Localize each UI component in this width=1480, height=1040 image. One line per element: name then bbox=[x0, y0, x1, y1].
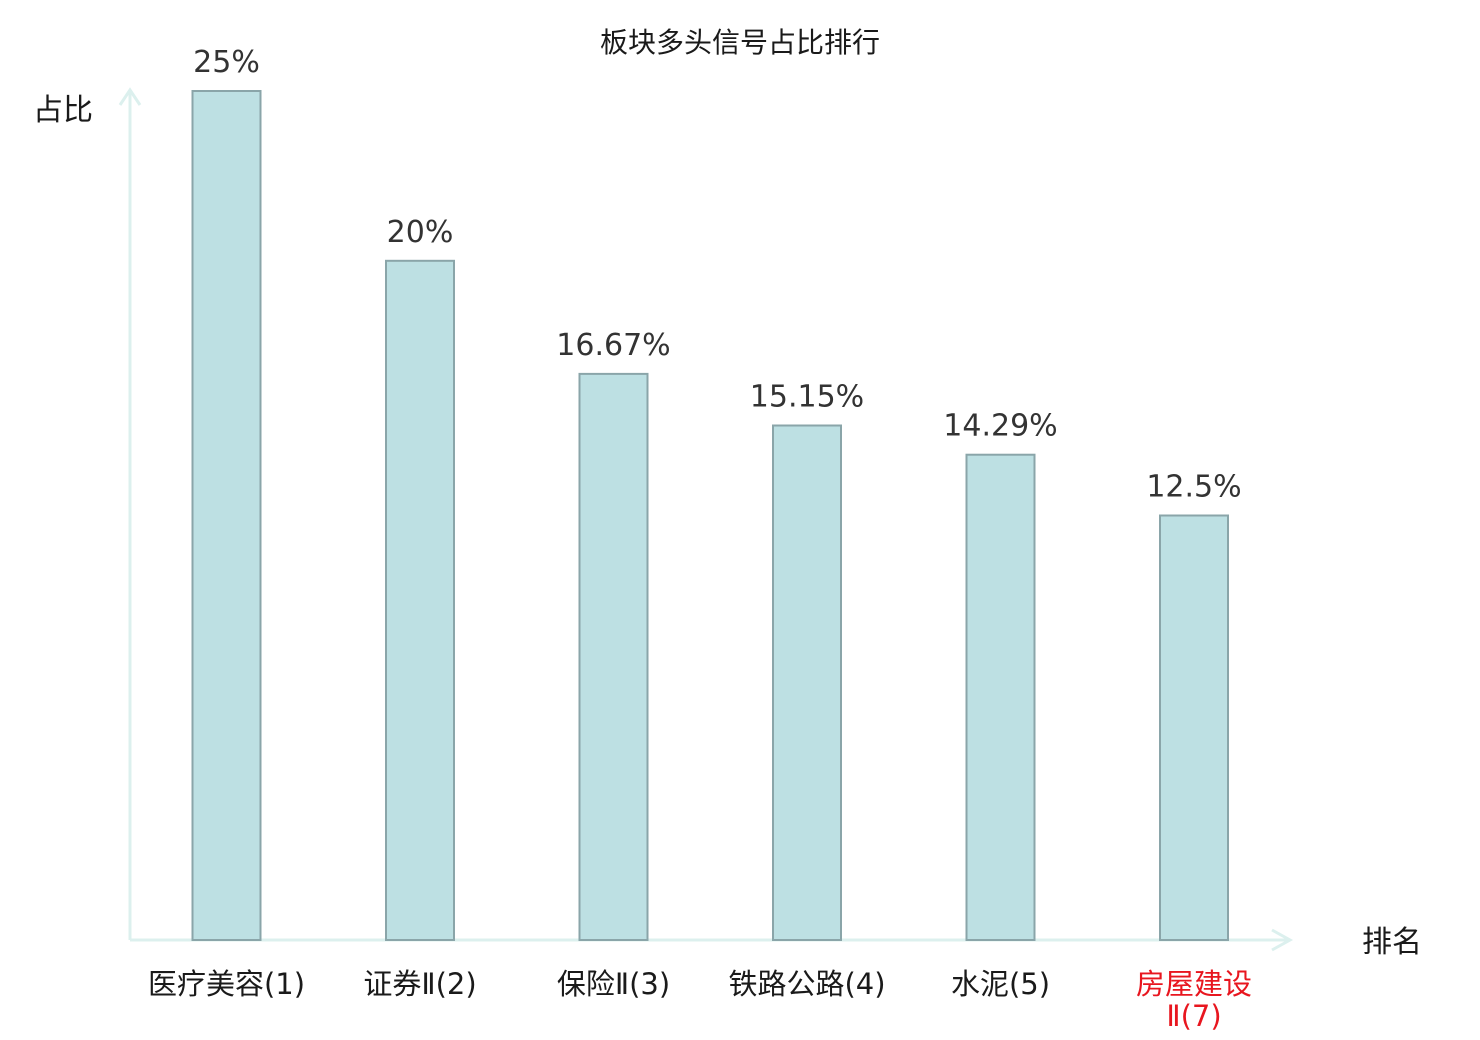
bar-value-label: 25% bbox=[193, 45, 260, 80]
bar-value-label: 16.67% bbox=[556, 328, 670, 363]
x-tick-label-line: 保险Ⅱ(3) bbox=[557, 967, 670, 1001]
x-tick-labels-group: 医疗美容(1) 证券Ⅱ(2) 保险Ⅱ(3) 铁路公路(4) 水泥(5) 房屋建设 Ⅱ(7) bbox=[148, 967, 1252, 1033]
x-tick-label-line: 房屋建设 bbox=[1136, 967, 1252, 1001]
x-tick-label-line: 水泥(5) bbox=[951, 967, 1050, 1001]
x-tick-label-line: 铁路公路(4) bbox=[728, 967, 885, 1001]
bar bbox=[965, 453, 1036, 941]
bar bbox=[1159, 514, 1229, 941]
bar-value-label: 15.15% bbox=[750, 380, 864, 415]
x-axis-label: 排名 bbox=[1362, 925, 1422, 960]
x-tick-label-line: 证券Ⅱ(2) bbox=[363, 967, 476, 1001]
x-tick-label-line: Ⅱ(7) bbox=[1166, 999, 1221, 1033]
bar bbox=[385, 259, 455, 941]
bar bbox=[772, 424, 842, 942]
y-axis-label: 占比 bbox=[33, 93, 93, 128]
x-tick-label: 证券Ⅱ(2) bbox=[363, 967, 476, 1001]
x-tick-label: 房屋建设 Ⅱ(7) bbox=[1136, 967, 1252, 1033]
x-tick-label-line: 医疗美容(1) bbox=[148, 967, 305, 1001]
bar bbox=[578, 372, 649, 942]
x-tick-label: 保险Ⅱ(3) bbox=[557, 967, 670, 1001]
bar bbox=[191, 90, 262, 941]
value-labels-group: 25% 20% 16.67% 15.15% 14.29% 12.5% bbox=[193, 45, 1242, 505]
x-tick-label: 铁路公路(4) bbox=[728, 967, 885, 1001]
axes bbox=[118, 87, 1294, 952]
chart-title: 板块多头信号占比排行 bbox=[600, 26, 880, 59]
bar-value-label: 14.29% bbox=[943, 409, 1057, 444]
bars-group bbox=[191, 90, 1229, 942]
y-axis-arrow-icon bbox=[118, 87, 142, 106]
bar-value-label: 12.5% bbox=[1146, 470, 1241, 505]
x-tick-label: 水泥(5) bbox=[951, 967, 1050, 1001]
bar-value-label: 20% bbox=[387, 215, 454, 250]
x-tick-label: 医疗美容(1) bbox=[148, 967, 305, 1001]
x-axis-arrow-icon bbox=[1271, 928, 1294, 952]
